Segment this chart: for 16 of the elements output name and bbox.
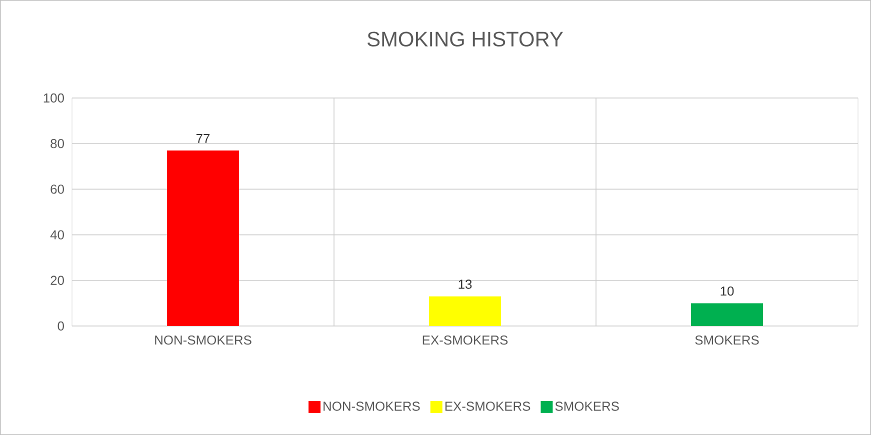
chart-title: SMOKING HISTORY [368, 32, 563, 47]
data-label: 77 [196, 134, 210, 143]
x-tick-label: SMOKERS [695, 336, 759, 345]
y-tick-label: 0 [58, 321, 64, 331]
legend-label: EX-SMOKERS [445, 402, 530, 411]
y-tick-label: 100 [44, 93, 64, 103]
x-tick-label: EX-SMOKERS [422, 336, 508, 345]
data-label: 10 [720, 286, 734, 296]
data-label: 13 [458, 280, 472, 289]
x-tick-label: NON-SMOKERS [155, 336, 252, 345]
y-tick-label: 20 [50, 276, 64, 285]
legend-label: SMOKERS [555, 402, 619, 411]
y-tick-label: 80 [50, 139, 64, 148]
y-tick-label: 60 [50, 184, 64, 194]
y-tick-label: 40 [50, 230, 64, 240]
legend-label: NON-SMOKERS [324, 402, 420, 411]
